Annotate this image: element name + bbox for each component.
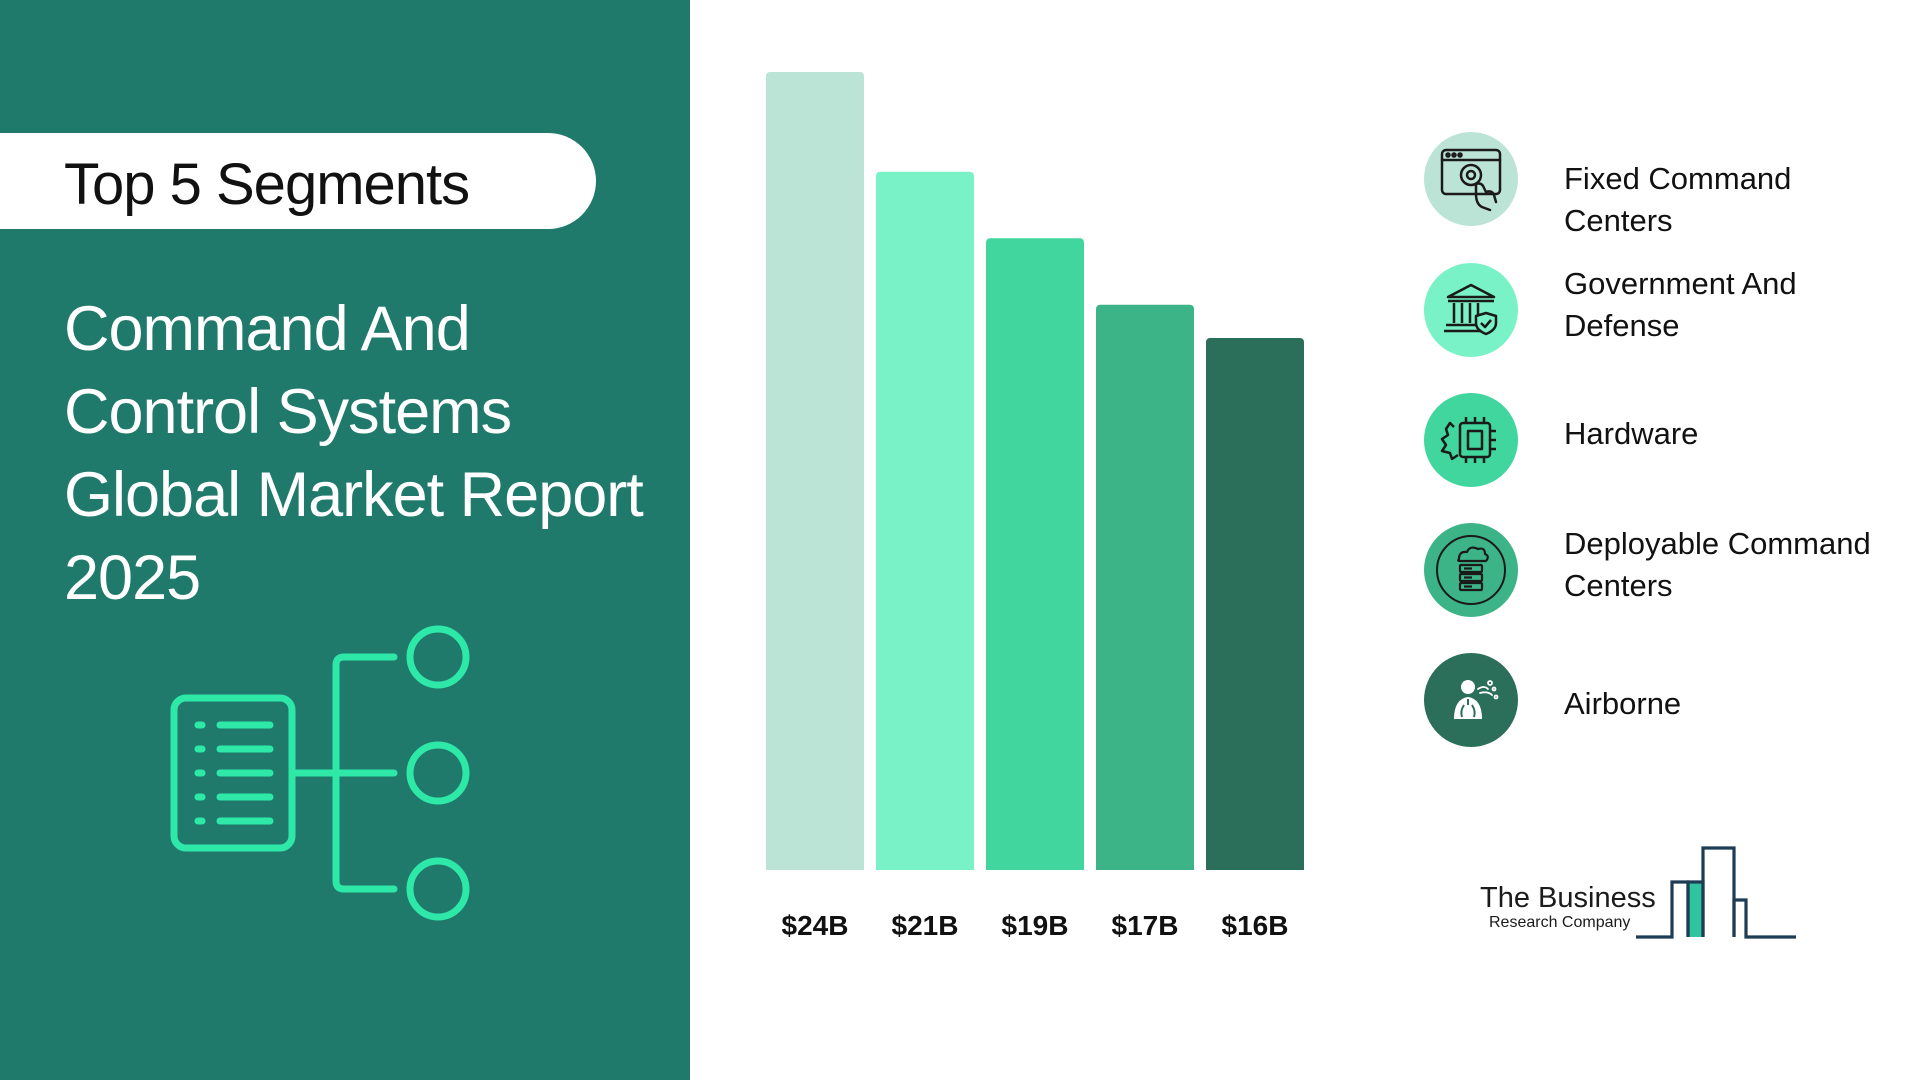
legend-label-3-line-1: Hardware xyxy=(1564,416,1699,451)
bar-1 xyxy=(766,72,864,870)
bar-value-label-2: $21B xyxy=(892,910,959,941)
segment-legend: Fixed Command Centers Government And Def… xyxy=(1420,130,1920,770)
top-segments-pill: Top 5 Segments xyxy=(0,133,596,229)
logo-bars-icon xyxy=(1636,846,1796,939)
top-segments-label: Top 5 Segments xyxy=(64,152,470,217)
bar-4-base xyxy=(1096,864,1194,870)
report-title-line-1: Command And xyxy=(64,294,471,364)
document-hierarchy-icon xyxy=(170,625,470,921)
bar-2-base xyxy=(876,864,974,870)
legend-label-1-line-1: Fixed Command Centers xyxy=(1564,161,1792,238)
legend-label-5-line-1: Airborne xyxy=(1564,686,1682,721)
person-lungs-icon xyxy=(1424,653,1518,747)
legend-label-4-line-2: Centers xyxy=(1564,568,1673,603)
bar-5-base xyxy=(1206,864,1304,870)
company-logo: The Business Research Company xyxy=(1476,838,1796,948)
bar-value-label-3: $19B xyxy=(1002,910,1069,941)
bar-3 xyxy=(986,238,1084,870)
chip-gear-icon xyxy=(1424,393,1518,487)
legend-label-2: Government And Defense xyxy=(1564,263,1904,347)
legend-label-2-line-2: Defense xyxy=(1564,308,1680,343)
government-building-icon xyxy=(1424,263,1518,357)
legend-label-4-line-1: Deployable Command xyxy=(1564,526,1871,561)
bar-value-label-4: $17B xyxy=(1112,910,1179,941)
legend-label-5: Airborne xyxy=(1564,683,1904,725)
left-panel: Top 5 Segments Command And Control Syste… xyxy=(0,0,690,1080)
logo-line-2: Research Company xyxy=(1489,914,1631,931)
legend-label-1: Fixed Command Centers xyxy=(1564,158,1904,242)
legend-label-3: Hardware xyxy=(1564,413,1904,455)
report-title-line-2: Control Systems xyxy=(64,377,512,447)
report-title-line-4: 2025 xyxy=(64,543,201,613)
bar-1-base xyxy=(766,864,864,870)
report-title-line-3: Global Market Report xyxy=(64,460,644,530)
legend-marker-5 xyxy=(1424,653,1518,747)
bar-chart: $24B $21B $19B $17B $16B xyxy=(766,72,1304,941)
bar-4 xyxy=(1096,304,1194,870)
legend-marker-3 xyxy=(1424,393,1518,487)
bar-value-label-1: $24B xyxy=(782,910,849,941)
server-cloud-icon xyxy=(1424,523,1518,617)
report-title: Command And Control Systems Global Marke… xyxy=(64,288,664,620)
legend-marker-2 xyxy=(1424,263,1518,357)
legend-marker-1 xyxy=(1424,132,1518,226)
bar-5 xyxy=(1206,338,1304,870)
bar-2 xyxy=(876,171,974,870)
legend-marker-4 xyxy=(1424,523,1518,617)
bar-3-base xyxy=(986,864,1084,870)
legend-label-4: Deployable Command Centers xyxy=(1564,523,1904,607)
bar-value-label-5: $16B xyxy=(1222,910,1289,941)
logo-line-1: The Business xyxy=(1480,882,1656,914)
legend-label-2-line-1: Government And xyxy=(1564,266,1797,301)
touch-screen-gear-icon xyxy=(1424,132,1518,226)
